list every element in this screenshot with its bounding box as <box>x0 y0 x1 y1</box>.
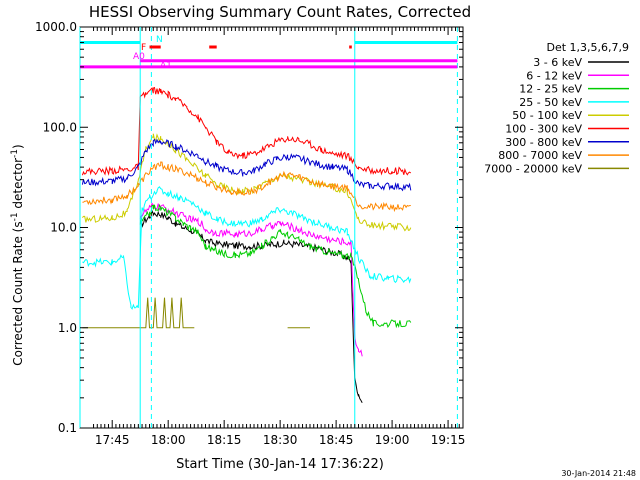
y-tick-label-4: 1.0 <box>58 321 77 335</box>
series-line-9 <box>82 297 310 329</box>
y-axis-label-sup2: -1 <box>10 149 20 158</box>
series-line-6 <box>81 86 412 176</box>
legend-label-6: 100 - 300 keV <box>505 123 582 136</box>
legend-label-2: 6 - 12 keV <box>526 69 582 82</box>
y-axis-label: Corrected Count Rate (s-1 detector-1) <box>10 144 25 365</box>
legend-label-7: 300 - 800 keV <box>505 136 582 149</box>
flare-label: F <box>141 43 146 53</box>
y-axis-label-sup1: -1 <box>10 212 20 221</box>
x-tick-label-2: 18:00 <box>151 433 186 447</box>
x-tick-label-3: 18:15 <box>207 433 242 447</box>
x-axis-label: Start Time (30-Jan-14 17:36:22) <box>176 457 384 472</box>
legend-label-5: 50 - 100 keV <box>512 109 582 122</box>
series-layer <box>81 86 412 403</box>
legend-label-1: 3 - 6 keV <box>533 56 582 69</box>
x-tick-label-1: 17:45 <box>95 433 130 447</box>
y-tick-label-3: 10.0 <box>50 221 77 235</box>
y-tick-label-2: 100.0 <box>43 120 77 134</box>
legend-label-4: 25 - 50 keV <box>519 96 582 109</box>
axis-layer: 1000.0 100.0 10.0 1.0 0.1 17:45 18:00 18:15 18:3… <box>35 20 465 447</box>
attenuator-a0-label: A0 <box>133 52 145 62</box>
y-tick-label-5: 0.1 <box>58 421 77 435</box>
y-axis-label-main: Corrected Count Rate (s <box>11 221 25 365</box>
series-line-7 <box>81 138 412 192</box>
chart-title: HESSI Observing Summary Count Rates, Cor… <box>89 3 471 21</box>
x-tick-label-6: 19:00 <box>375 433 410 447</box>
series-line-5 <box>82 133 412 232</box>
legend-label-9: 7000 - 20000 keV <box>484 162 582 175</box>
series-line-3 <box>139 203 412 329</box>
series-line-2 <box>139 202 363 357</box>
footer-timestamp: 30-Jan-2014 21:48 <box>561 469 636 478</box>
series-line-8 <box>82 161 411 213</box>
y-axis-label-end: ) <box>11 144 25 149</box>
night-label: N <box>156 35 163 45</box>
x-tick-label-5: 18:45 <box>319 433 354 447</box>
x-tick-label-7: 19:15 <box>431 433 466 447</box>
attenuator-a1-label: A1 <box>160 61 172 71</box>
series-line-4 <box>82 186 412 310</box>
y-tick-label-1: 1000.0 <box>35 20 77 34</box>
x-tick-label-4: 18:30 <box>263 433 298 447</box>
y-axis-label-mid: detector <box>11 158 25 213</box>
legend-label-8: 800 - 7000 keV <box>498 149 582 162</box>
legend-title: Det 1,3,5,6,7,9 <box>546 41 629 54</box>
legend-label-3: 12 - 25 keV <box>519 83 582 96</box>
